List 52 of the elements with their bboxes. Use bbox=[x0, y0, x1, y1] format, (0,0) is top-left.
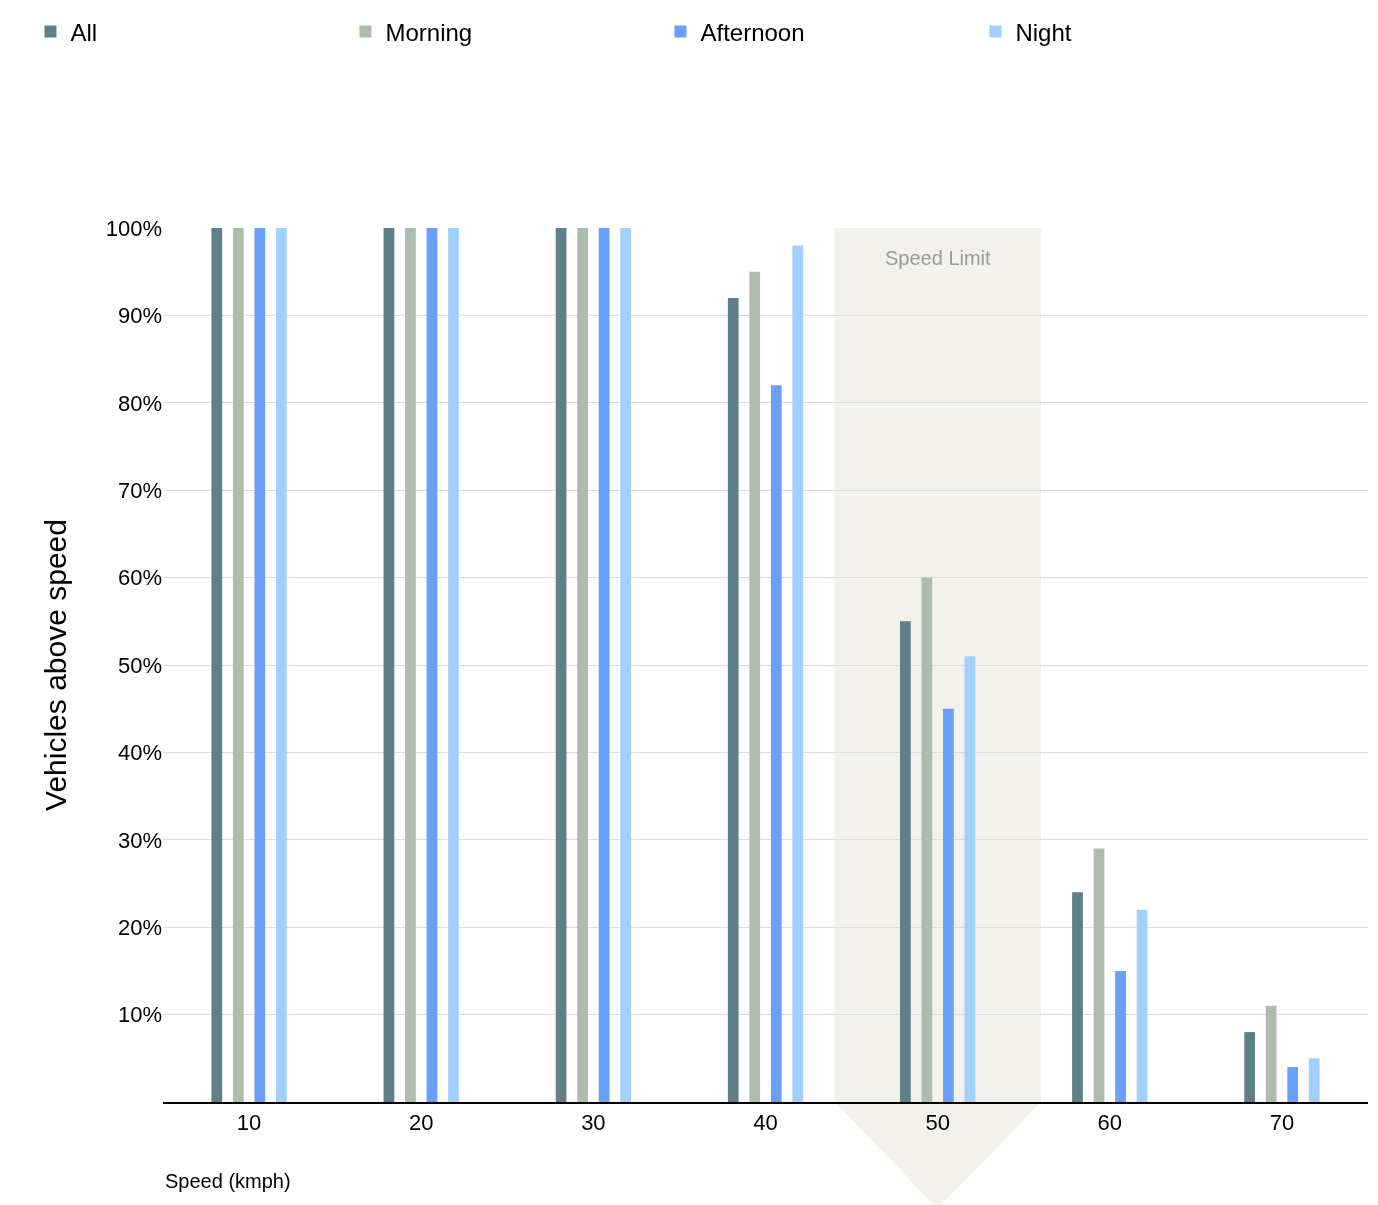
y-tick-label: 50% bbox=[117, 652, 162, 678]
y-tick-label: 10% bbox=[117, 1002, 162, 1028]
legend-label: Afternoon bbox=[700, 18, 805, 46]
bar bbox=[383, 228, 395, 1102]
y-tick-label: 80% bbox=[117, 390, 162, 416]
bar bbox=[448, 228, 459, 1102]
y-tick-label: 100% bbox=[105, 215, 162, 241]
bar bbox=[232, 228, 244, 1102]
bar bbox=[211, 228, 223, 1102]
bar bbox=[921, 577, 933, 1102]
bar bbox=[1093, 848, 1105, 1102]
bar bbox=[620, 228, 632, 1102]
bar bbox=[749, 271, 761, 1102]
y-axis-title: Vehicles above speed bbox=[38, 519, 72, 811]
bar bbox=[899, 621, 911, 1102]
bar bbox=[964, 656, 976, 1102]
bar bbox=[1115, 970, 1126, 1102]
bar bbox=[727, 297, 739, 1102]
bar bbox=[1072, 892, 1083, 1102]
y-tick-label: 70% bbox=[117, 477, 162, 503]
y-tick-label: 20% bbox=[117, 914, 162, 940]
y-tick-label: 90% bbox=[117, 303, 162, 329]
legend-label: Morning bbox=[385, 18, 473, 46]
bar bbox=[254, 228, 266, 1102]
y-tick-label: 40% bbox=[117, 740, 162, 766]
bar bbox=[426, 228, 438, 1102]
x-tick-label: 50 bbox=[925, 1110, 950, 1136]
bar bbox=[1136, 909, 1148, 1102]
bar bbox=[1287, 1067, 1299, 1102]
y-tick-label: 30% bbox=[117, 827, 162, 853]
x-axis-title: Speed (kmph) bbox=[165, 1170, 291, 1192]
x-tick-label: 60 bbox=[1097, 1110, 1123, 1136]
x-tick-label: 70 bbox=[1269, 1110, 1295, 1136]
bar bbox=[555, 228, 567, 1102]
bar bbox=[1244, 1032, 1256, 1102]
bar bbox=[405, 228, 416, 1102]
bar bbox=[577, 228, 588, 1102]
x-tick-label: 10 bbox=[236, 1110, 262, 1136]
legend-label: All bbox=[70, 18, 98, 46]
bar bbox=[598, 228, 610, 1102]
x-tick-label: 20 bbox=[408, 1110, 434, 1136]
x-tick-label: 40 bbox=[753, 1110, 778, 1136]
bar bbox=[275, 228, 287, 1102]
band-label: Speed Limit bbox=[885, 247, 992, 269]
bar bbox=[792, 245, 804, 1102]
bar bbox=[770, 385, 782, 1102]
bar bbox=[1265, 1005, 1277, 1102]
legend-label: Night bbox=[1015, 18, 1072, 46]
x-tick-label: 30 bbox=[581, 1110, 606, 1136]
bar bbox=[1308, 1058, 1320, 1102]
y-tick-label: 60% bbox=[117, 565, 162, 591]
bar bbox=[943, 708, 954, 1102]
